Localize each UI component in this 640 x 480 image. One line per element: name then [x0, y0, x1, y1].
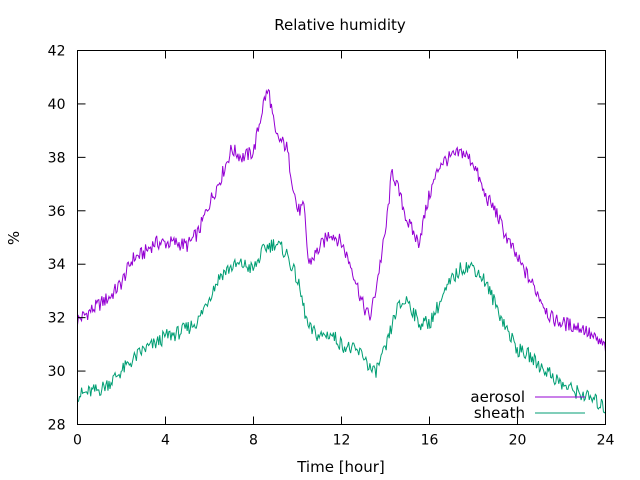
y-tick-label-2: 32 — [48, 311, 66, 327]
x-tick-label-1: 4 — [161, 433, 170, 449]
y-axis-label: % — [5, 231, 23, 245]
axis-ticks: 0 4 8 12 16 20 24 28 30 32 34 36 38 40 42 — [48, 44, 615, 449]
x-tick-label-5: 20 — [509, 433, 527, 449]
y-tick-label-5: 38 — [48, 150, 66, 166]
legend-label-aerosol: aerosol — [470, 388, 525, 406]
y-tick-label-4: 36 — [48, 204, 66, 220]
chart-title: Relative humidity — [274, 16, 406, 34]
x-tick-label-6: 24 — [597, 433, 615, 449]
x-tick-label-2: 8 — [249, 433, 258, 449]
x-tick-label-3: 12 — [333, 433, 351, 449]
plot-area — [77, 88, 606, 414]
legend-label-sheath: sheath — [474, 404, 525, 422]
x-tick-label-4: 16 — [421, 433, 439, 449]
series-line-sheath — [77, 239, 606, 414]
y-tick-label-3: 34 — [48, 257, 66, 273]
x-tick-label-0: 0 — [73, 433, 82, 449]
y-tick-label-6: 40 — [48, 97, 66, 113]
series-line-aerosol — [77, 88, 606, 352]
y-tick-label-7: 42 — [48, 44, 66, 60]
y-tick-label-0: 28 — [48, 418, 66, 434]
x-axis-label: Time [hour] — [296, 458, 385, 476]
y-tick-label-1: 30 — [48, 364, 66, 380]
